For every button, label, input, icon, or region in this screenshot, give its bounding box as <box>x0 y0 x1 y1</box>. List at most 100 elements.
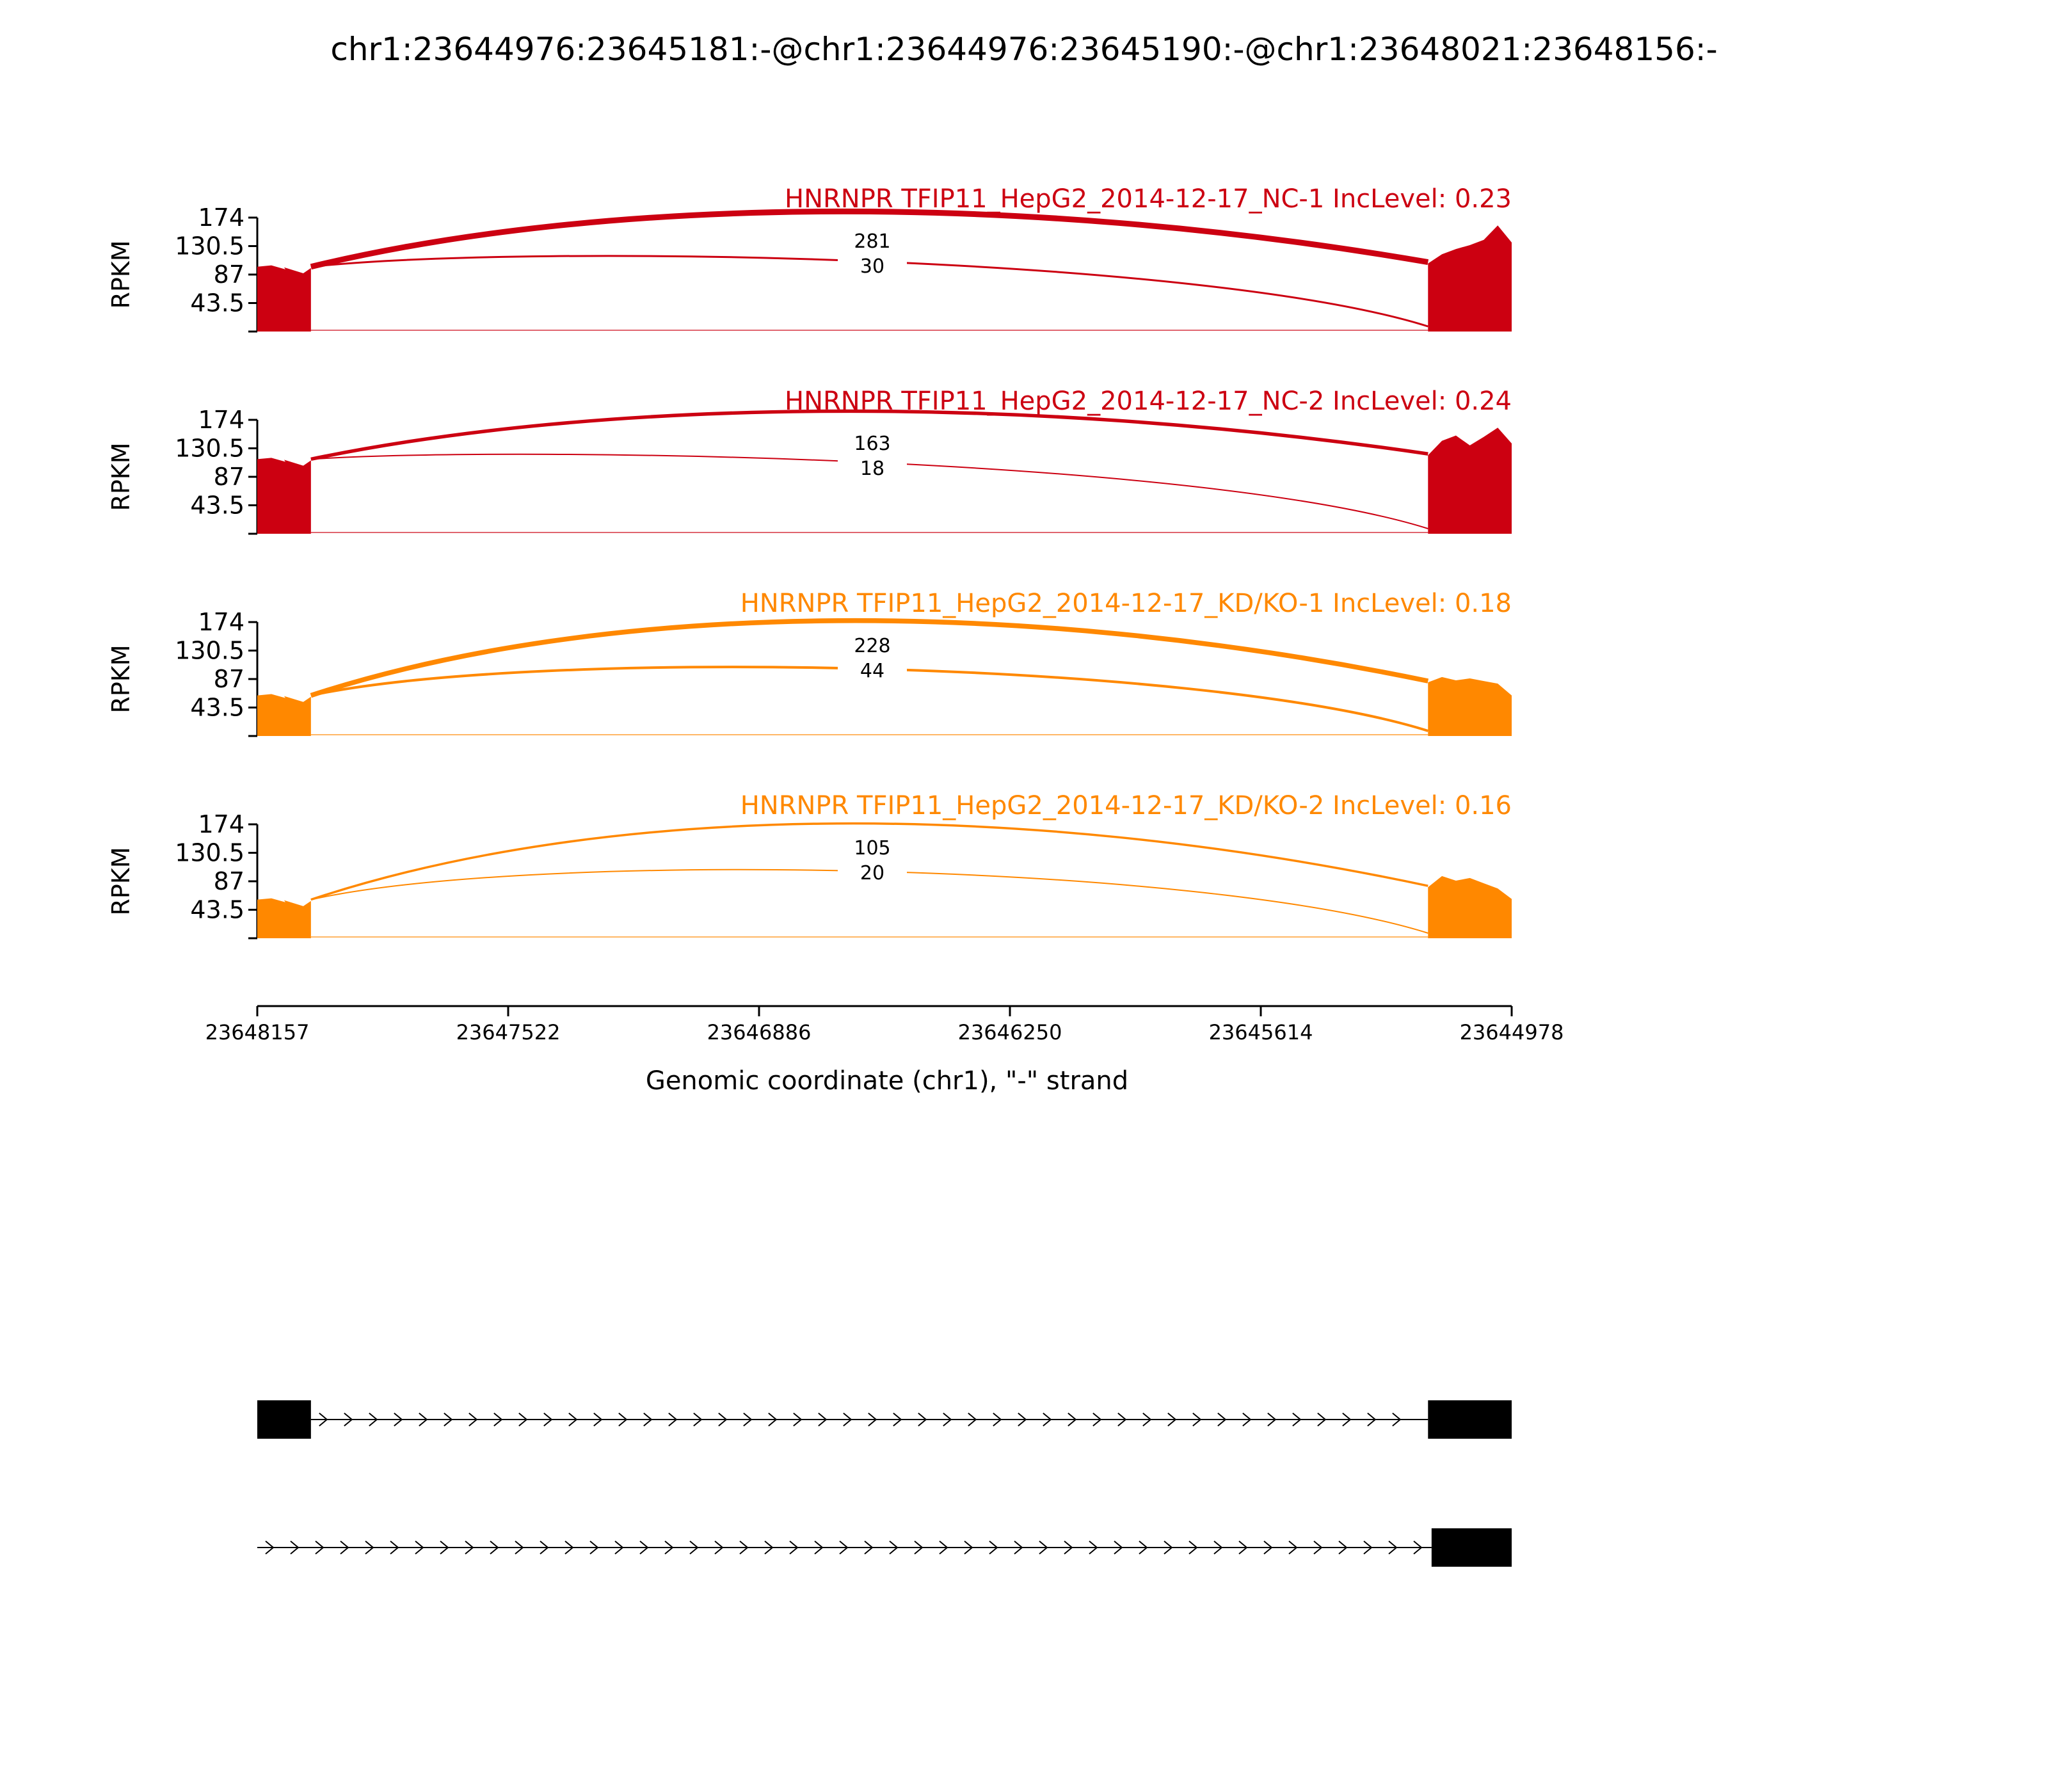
strand-arrow <box>1367 1412 1377 1427</box>
exon2-coverage <box>1428 225 1512 332</box>
strand-arrow <box>1217 1412 1227 1427</box>
strand-arrow <box>319 1412 328 1427</box>
x-tick-label: 23646886 <box>707 1020 812 1044</box>
strand-arrow <box>444 1412 453 1427</box>
strand-arrow <box>518 1412 528 1427</box>
strand-arrow <box>490 1540 499 1555</box>
exon-block <box>257 1400 311 1439</box>
inclusion-junction-arc <box>310 409 1428 461</box>
y-tick-label: 43.5 <box>190 896 244 924</box>
y-tick-label: 174 <box>198 810 244 838</box>
strand-arrow <box>568 1412 578 1427</box>
strand-arrow <box>864 1540 874 1555</box>
junction-label-box <box>838 460 907 472</box>
strand-arrow <box>889 1540 899 1555</box>
y-tick-label: 43.5 <box>190 694 244 722</box>
strand-arrow <box>618 1412 628 1427</box>
y-axis-label: RPKM <box>107 442 135 511</box>
strand-arrow <box>394 1412 403 1427</box>
exon1-coverage <box>257 265 311 332</box>
inclusion-junction-arc <box>310 208 1429 270</box>
strand-arrow <box>689 1540 699 1555</box>
strand-arrow <box>369 1412 378 1427</box>
inclusion-junction-arc <box>310 618 1429 698</box>
strand-arrow <box>1114 1540 1123 1555</box>
strand-arrow <box>290 1540 300 1555</box>
strand-arrow <box>643 1412 653 1427</box>
strand-arrow <box>1192 1412 1202 1427</box>
strand-arrow <box>1388 1540 1398 1555</box>
sample-title: HNRNPR TFIP11_HepG2_2014-12-17_KD/KO-2 I… <box>740 791 1512 820</box>
y-tick-label: 174 <box>198 204 244 232</box>
exon1-coverage <box>257 458 311 534</box>
strand-arrow <box>1342 1412 1352 1427</box>
strand-arrow <box>593 1412 603 1427</box>
strand-arrow <box>1068 1412 1077 1427</box>
strand-arrow <box>943 1412 952 1427</box>
y-tick-label: 43.5 <box>190 492 244 520</box>
strand-arrow <box>564 1540 574 1555</box>
strand-arrow <box>1039 1540 1048 1555</box>
strand-arrow <box>1267 1412 1277 1427</box>
x-tick-label: 23646250 <box>958 1020 1062 1044</box>
strand-arrow <box>468 1412 478 1427</box>
strand-arrow <box>1043 1412 1052 1427</box>
junction-label: 30 <box>860 255 884 278</box>
exon2-coverage <box>1428 428 1512 534</box>
strand-arrow <box>939 1540 948 1555</box>
strand-arrow <box>1089 1540 1098 1555</box>
strand-arrow <box>1338 1540 1348 1555</box>
y-tick-label: 130.5 <box>175 435 244 463</box>
strand-arrow <box>419 1412 428 1427</box>
strand-arrow <box>1164 1540 1173 1555</box>
junction-label: 20 <box>860 862 884 884</box>
y-tick-label: 130.5 <box>175 637 244 665</box>
strand-arrow <box>1188 1540 1198 1555</box>
strand-arrow <box>718 1412 728 1427</box>
strand-arrow <box>465 1540 474 1555</box>
strand-arrow <box>693 1412 703 1427</box>
strand-arrow <box>914 1540 924 1555</box>
strand-arrow <box>1167 1412 1177 1427</box>
strand-arrow <box>668 1412 678 1427</box>
junction-label: 18 <box>860 458 884 480</box>
strand-arrow <box>1263 1540 1273 1555</box>
strand-arrow <box>440 1540 449 1555</box>
strand-arrow <box>1014 1540 1023 1555</box>
strand-arrow <box>1142 1412 1152 1427</box>
strand-arrow <box>868 1412 877 1427</box>
y-tick-label: 174 <box>198 608 244 636</box>
strand-arrow <box>390 1540 399 1555</box>
junction-label-box <box>838 635 907 657</box>
y-tick-label: 87 <box>214 463 244 491</box>
strand-arrow <box>1392 1412 1402 1427</box>
strand-arrow <box>1242 1412 1252 1427</box>
sample-title: HNRNPR TFIP11_HepG2_2014-12-17_NC-2 IncL… <box>785 387 1512 416</box>
strand-arrow <box>589 1540 599 1555</box>
junction-label-box <box>838 837 907 859</box>
y-axis-label: RPKM <box>107 644 135 713</box>
y-tick-label: 130.5 <box>175 839 244 867</box>
strand-arrow <box>365 1540 374 1555</box>
strand-arrow <box>1018 1412 1027 1427</box>
strand-arrow <box>265 1540 275 1555</box>
x-axis-label: Genomic coordinate (chr1), "-" strand <box>646 1066 1128 1096</box>
x-tick-label: 23647522 <box>456 1020 561 1044</box>
strand-arrow <box>789 1540 799 1555</box>
strand-arrow <box>739 1540 749 1555</box>
exon-block <box>1428 1400 1512 1439</box>
exon-block <box>1431 1528 1512 1567</box>
sample-title: HNRNPR TFIP11_HepG2_2014-12-17_NC-1 IncL… <box>785 184 1512 214</box>
junction-label: 105 <box>854 837 890 860</box>
strand-arrow <box>639 1540 649 1555</box>
exon2-coverage <box>1428 676 1512 736</box>
y-axis-label: RPKM <box>107 240 135 308</box>
strand-arrow <box>714 1540 724 1555</box>
strand-arrow <box>993 1412 1002 1427</box>
x-tick-label: 23645614 <box>1209 1020 1313 1044</box>
strand-arrow <box>1288 1540 1298 1555</box>
